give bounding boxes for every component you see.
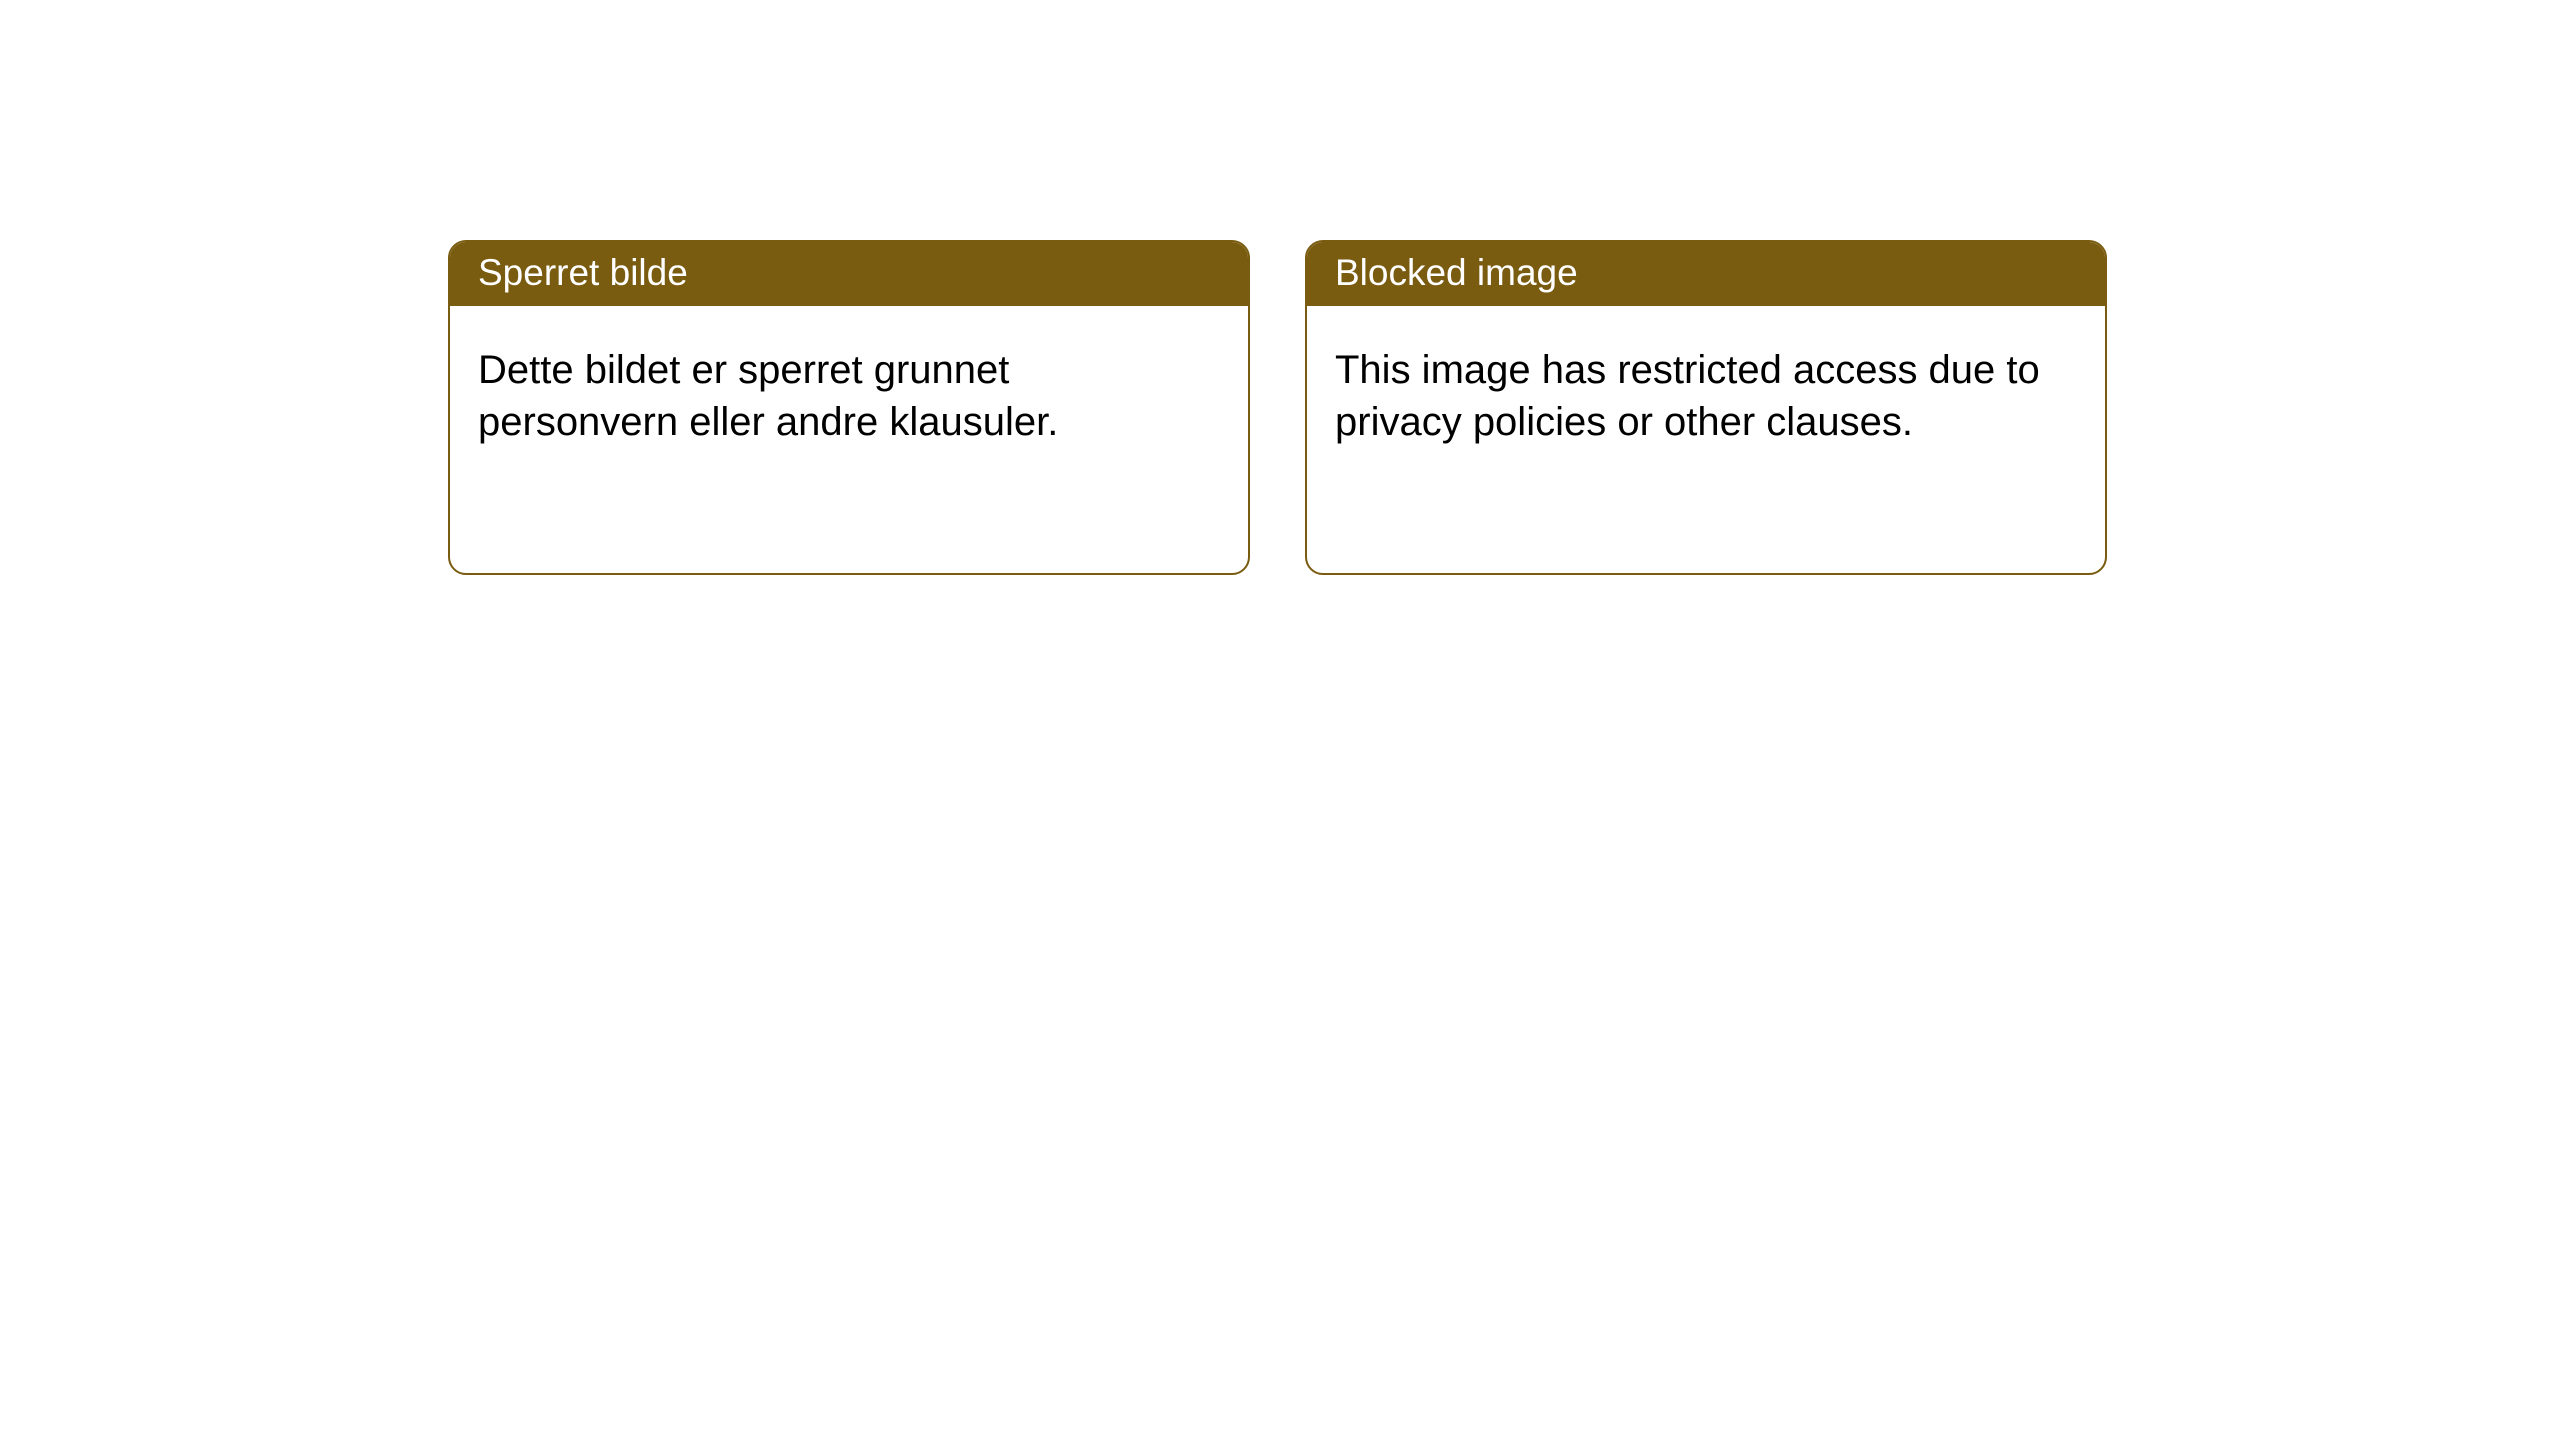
notice-body-text: This image has restricted access due to … [1335, 348, 2040, 444]
notice-body: This image has restricted access due to … [1307, 306, 2105, 486]
notice-title: Blocked image [1335, 252, 1578, 293]
notice-body-text: Dette bildet er sperret grunnet personve… [478, 348, 1058, 444]
notice-header: Sperret bilde [450, 242, 1248, 306]
notice-body: Dette bildet er sperret grunnet personve… [450, 306, 1248, 486]
notice-header: Blocked image [1307, 242, 2105, 306]
notice-card-english: Blocked image This image has restricted … [1305, 240, 2107, 575]
notice-card-norwegian: Sperret bilde Dette bildet er sperret gr… [448, 240, 1250, 575]
notice-title: Sperret bilde [478, 252, 688, 293]
notice-container: Sperret bilde Dette bildet er sperret gr… [0, 0, 2560, 575]
